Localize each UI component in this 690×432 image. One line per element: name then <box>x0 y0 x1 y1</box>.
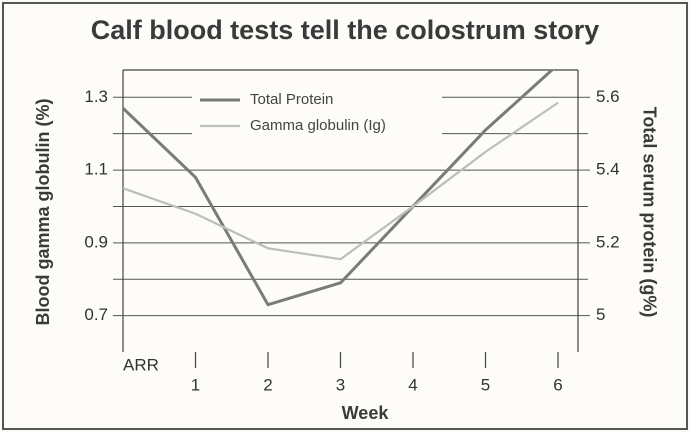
x-tick-label: 3 <box>336 375 345 394</box>
x-tick-label: 4 <box>408 375 417 394</box>
legend-label: Gamma globulin (Ig) <box>250 117 386 134</box>
legend-box <box>192 86 442 138</box>
plot-lines <box>123 70 559 307</box>
series-line <box>123 101 559 261</box>
y2-tick-label: 5 <box>596 305 605 324</box>
y2-tick-label: 5.6 <box>596 87 620 106</box>
legend-label: Total Protein <box>250 91 333 108</box>
y2-tick-label: 5.2 <box>596 232 620 251</box>
x-tick-label: 6 <box>553 375 562 394</box>
y-tick-label: 1.1 <box>84 160 108 179</box>
y-tick-label: 0.7 <box>84 305 108 324</box>
y-axis-label: Blood gamma globulin (%) <box>33 99 53 326</box>
chart-title: Calf blood tests tell the colostrum stor… <box>91 15 600 45</box>
x-axis-label: Week <box>342 403 390 423</box>
y2-tick-label: 5.4 <box>596 160 620 179</box>
x-tick-label: 2 <box>263 375 272 394</box>
series-line <box>123 70 555 307</box>
x-tick-label: ARR <box>123 355 159 374</box>
y-tick-label: 0.9 <box>84 232 108 251</box>
y-tick-label: 1.3 <box>84 87 108 106</box>
x-tick-label: 1 <box>191 375 200 394</box>
x-tick-label: 5 <box>481 375 490 394</box>
y2-axis-label: Total serum protein (g%) <box>639 107 659 318</box>
